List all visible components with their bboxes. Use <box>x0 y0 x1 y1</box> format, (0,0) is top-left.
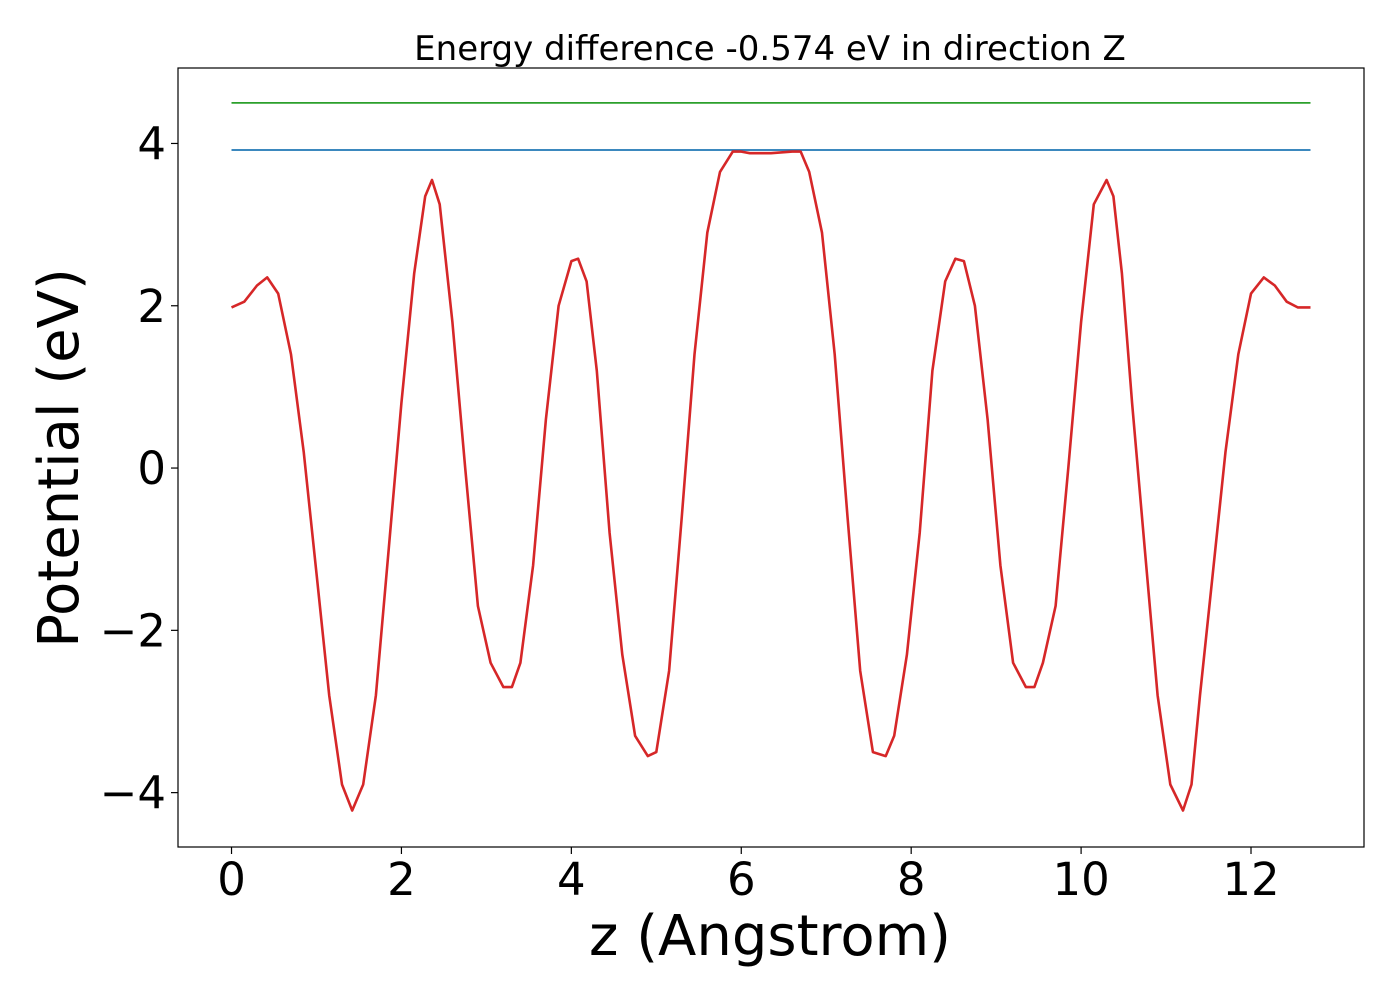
x-tick-label: 0 <box>217 853 246 906</box>
y-tick-label: 0 <box>137 442 166 495</box>
y-tick-label: −2 <box>100 604 166 657</box>
x-tick-label: 6 <box>727 853 756 906</box>
x-tick-label: 2 <box>387 853 416 906</box>
y-tick-label: 2 <box>137 280 166 333</box>
x-axis-ticks: 0 2 4 6 8 10 12 <box>217 847 1280 906</box>
chart-title: Energy difference -0.574 eV in direction… <box>414 29 1126 69</box>
y-axis-ticks: −4 −2 0 2 4 <box>100 117 178 820</box>
x-tick-label: 8 <box>897 853 926 906</box>
y-tick-label: 4 <box>137 117 166 170</box>
x-axis-label: z (Angstrom) <box>589 904 951 969</box>
y-axis-label: Potential (eV) <box>27 268 92 648</box>
x-tick-label: 4 <box>557 853 586 906</box>
x-tick-label: 10 <box>1052 853 1109 906</box>
x-tick-label: 12 <box>1222 853 1279 906</box>
series-line-3 <box>230 150 1311 812</box>
plot-area <box>230 102 1311 812</box>
y-tick-label: −4 <box>100 767 166 820</box>
plot-frame <box>177 67 1365 848</box>
